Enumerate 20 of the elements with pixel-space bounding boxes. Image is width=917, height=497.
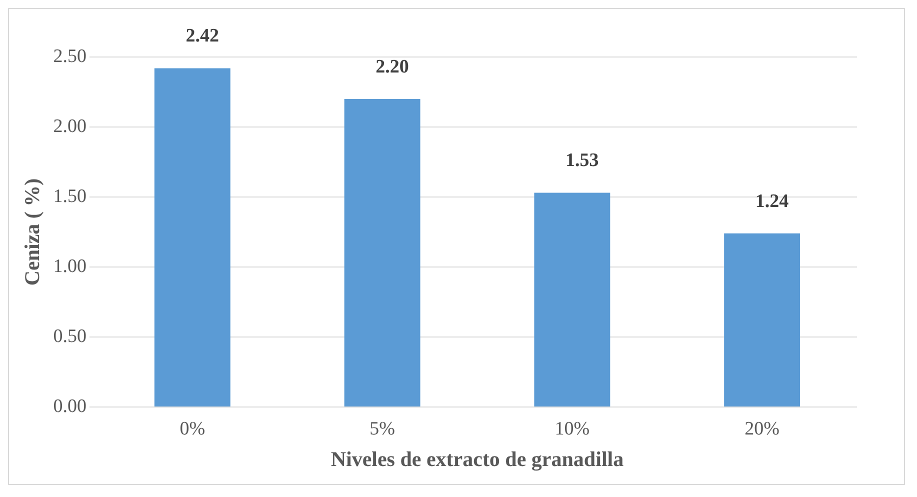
- y-tick-label: 0.50: [53, 326, 86, 347]
- y-axis-title: Ceniza ( %): [20, 178, 44, 286]
- x-tick-label: 0%: [180, 418, 206, 440]
- data-label: 1.53: [566, 150, 599, 172]
- x-axis-title: Niveles de extracto de granadilla: [330, 446, 624, 471]
- data-label: 2.20: [376, 56, 409, 78]
- bar: [724, 233, 800, 406]
- bar: [154, 68, 230, 406]
- data-label: 2.42: [186, 26, 220, 47]
- x-tick-label: 10%: [554, 418, 590, 440]
- y-tick-label: 2.00: [53, 116, 86, 137]
- data-label: 1.24: [755, 190, 790, 212]
- y-tick-label: 2.50: [53, 46, 86, 67]
- y-tick-label: 1.50: [53, 186, 86, 207]
- bar: [344, 99, 420, 406]
- bar: [534, 192, 610, 406]
- x-tick-label: 20%: [744, 418, 780, 440]
- y-tick-label: 1.00: [53, 256, 86, 277]
- x-tick-label: 5%: [370, 418, 396, 440]
- y-tick-label: 0.00: [53, 396, 86, 417]
